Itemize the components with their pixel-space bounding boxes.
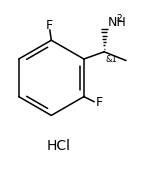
Text: HCl: HCl: [47, 139, 71, 153]
Text: &1: &1: [106, 55, 118, 64]
Text: NH: NH: [108, 16, 126, 29]
Text: 2: 2: [117, 14, 122, 23]
Text: F: F: [46, 19, 53, 31]
Text: F: F: [95, 96, 103, 109]
